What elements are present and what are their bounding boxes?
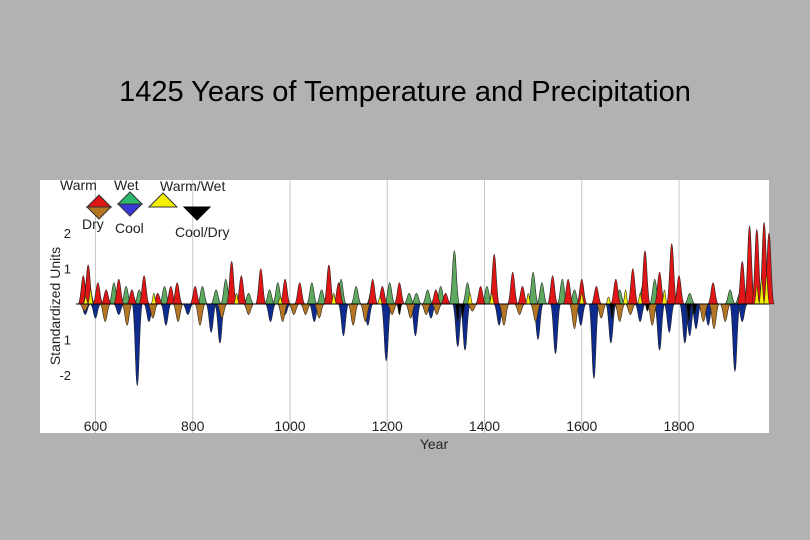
x-tick-label-1600: 1600 (566, 418, 597, 434)
legend-cool-dry-label: Cool/Dry (175, 224, 229, 240)
x-axis-label: Year (420, 436, 449, 452)
x-tick-label-800: 800 (181, 418, 205, 434)
x-tick-label-1200: 1200 (372, 418, 403, 434)
y-tick-label-2: 1 (64, 333, 71, 348)
chart-canvas: 600 800 1000 1200 1400 1600 1800 2 1 1 -2 Year St… (0, 0, 810, 540)
x-tick-label-600: 600 (84, 418, 108, 434)
x-tick-label-1400: 1400 (469, 418, 500, 434)
legend-dry-label: Dry (82, 216, 104, 232)
y-tick-label-0: 2 (64, 226, 71, 241)
x-tick-label-1800: 1800 (663, 418, 694, 434)
y-tick-label-1: 1 (64, 262, 71, 277)
legend-warm-label: Warm (60, 177, 97, 193)
y-axis-label: Standardized Units (47, 247, 63, 365)
y-tick-label-3: -2 (59, 368, 71, 383)
legend-warm-wet-label: Warm/Wet (160, 178, 225, 194)
legend-wet-label: Wet (114, 177, 139, 193)
x-tick-label-1000: 1000 (274, 418, 305, 434)
legend-cool-label: Cool (115, 220, 144, 236)
